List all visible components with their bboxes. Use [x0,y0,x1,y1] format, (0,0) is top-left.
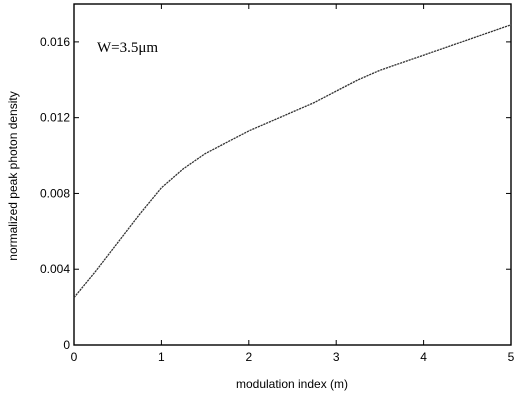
plot-frame [73,3,512,346]
x-tick-label: 0 [71,350,78,364]
x-axis-title: modulation index (m) [236,377,348,391]
y-tick-label: 0.008 [40,186,70,200]
y-tick-label: 0 [63,338,70,352]
x-tick-label: 3 [333,350,340,364]
data-series-line [73,24,512,299]
x-tick-label: 2 [245,350,252,364]
x-tick-label: 4 [420,350,427,364]
y-tick-label: 0.016 [40,35,70,49]
chart-annotation: W=3.5μm [97,40,158,56]
x-tick-label: 1 [158,350,165,364]
x-tick-label: 5 [508,350,515,364]
axis-ticks: 0 1 2 3 4 5 0 0.004 0.008 0.012 0.016 [40,4,515,364]
plot-area [73,3,512,346]
y-tick-label: 0.012 [40,111,70,125]
y-axis-title: normalized peak photon density [6,91,20,260]
y-tick-label: 0.004 [40,262,70,276]
